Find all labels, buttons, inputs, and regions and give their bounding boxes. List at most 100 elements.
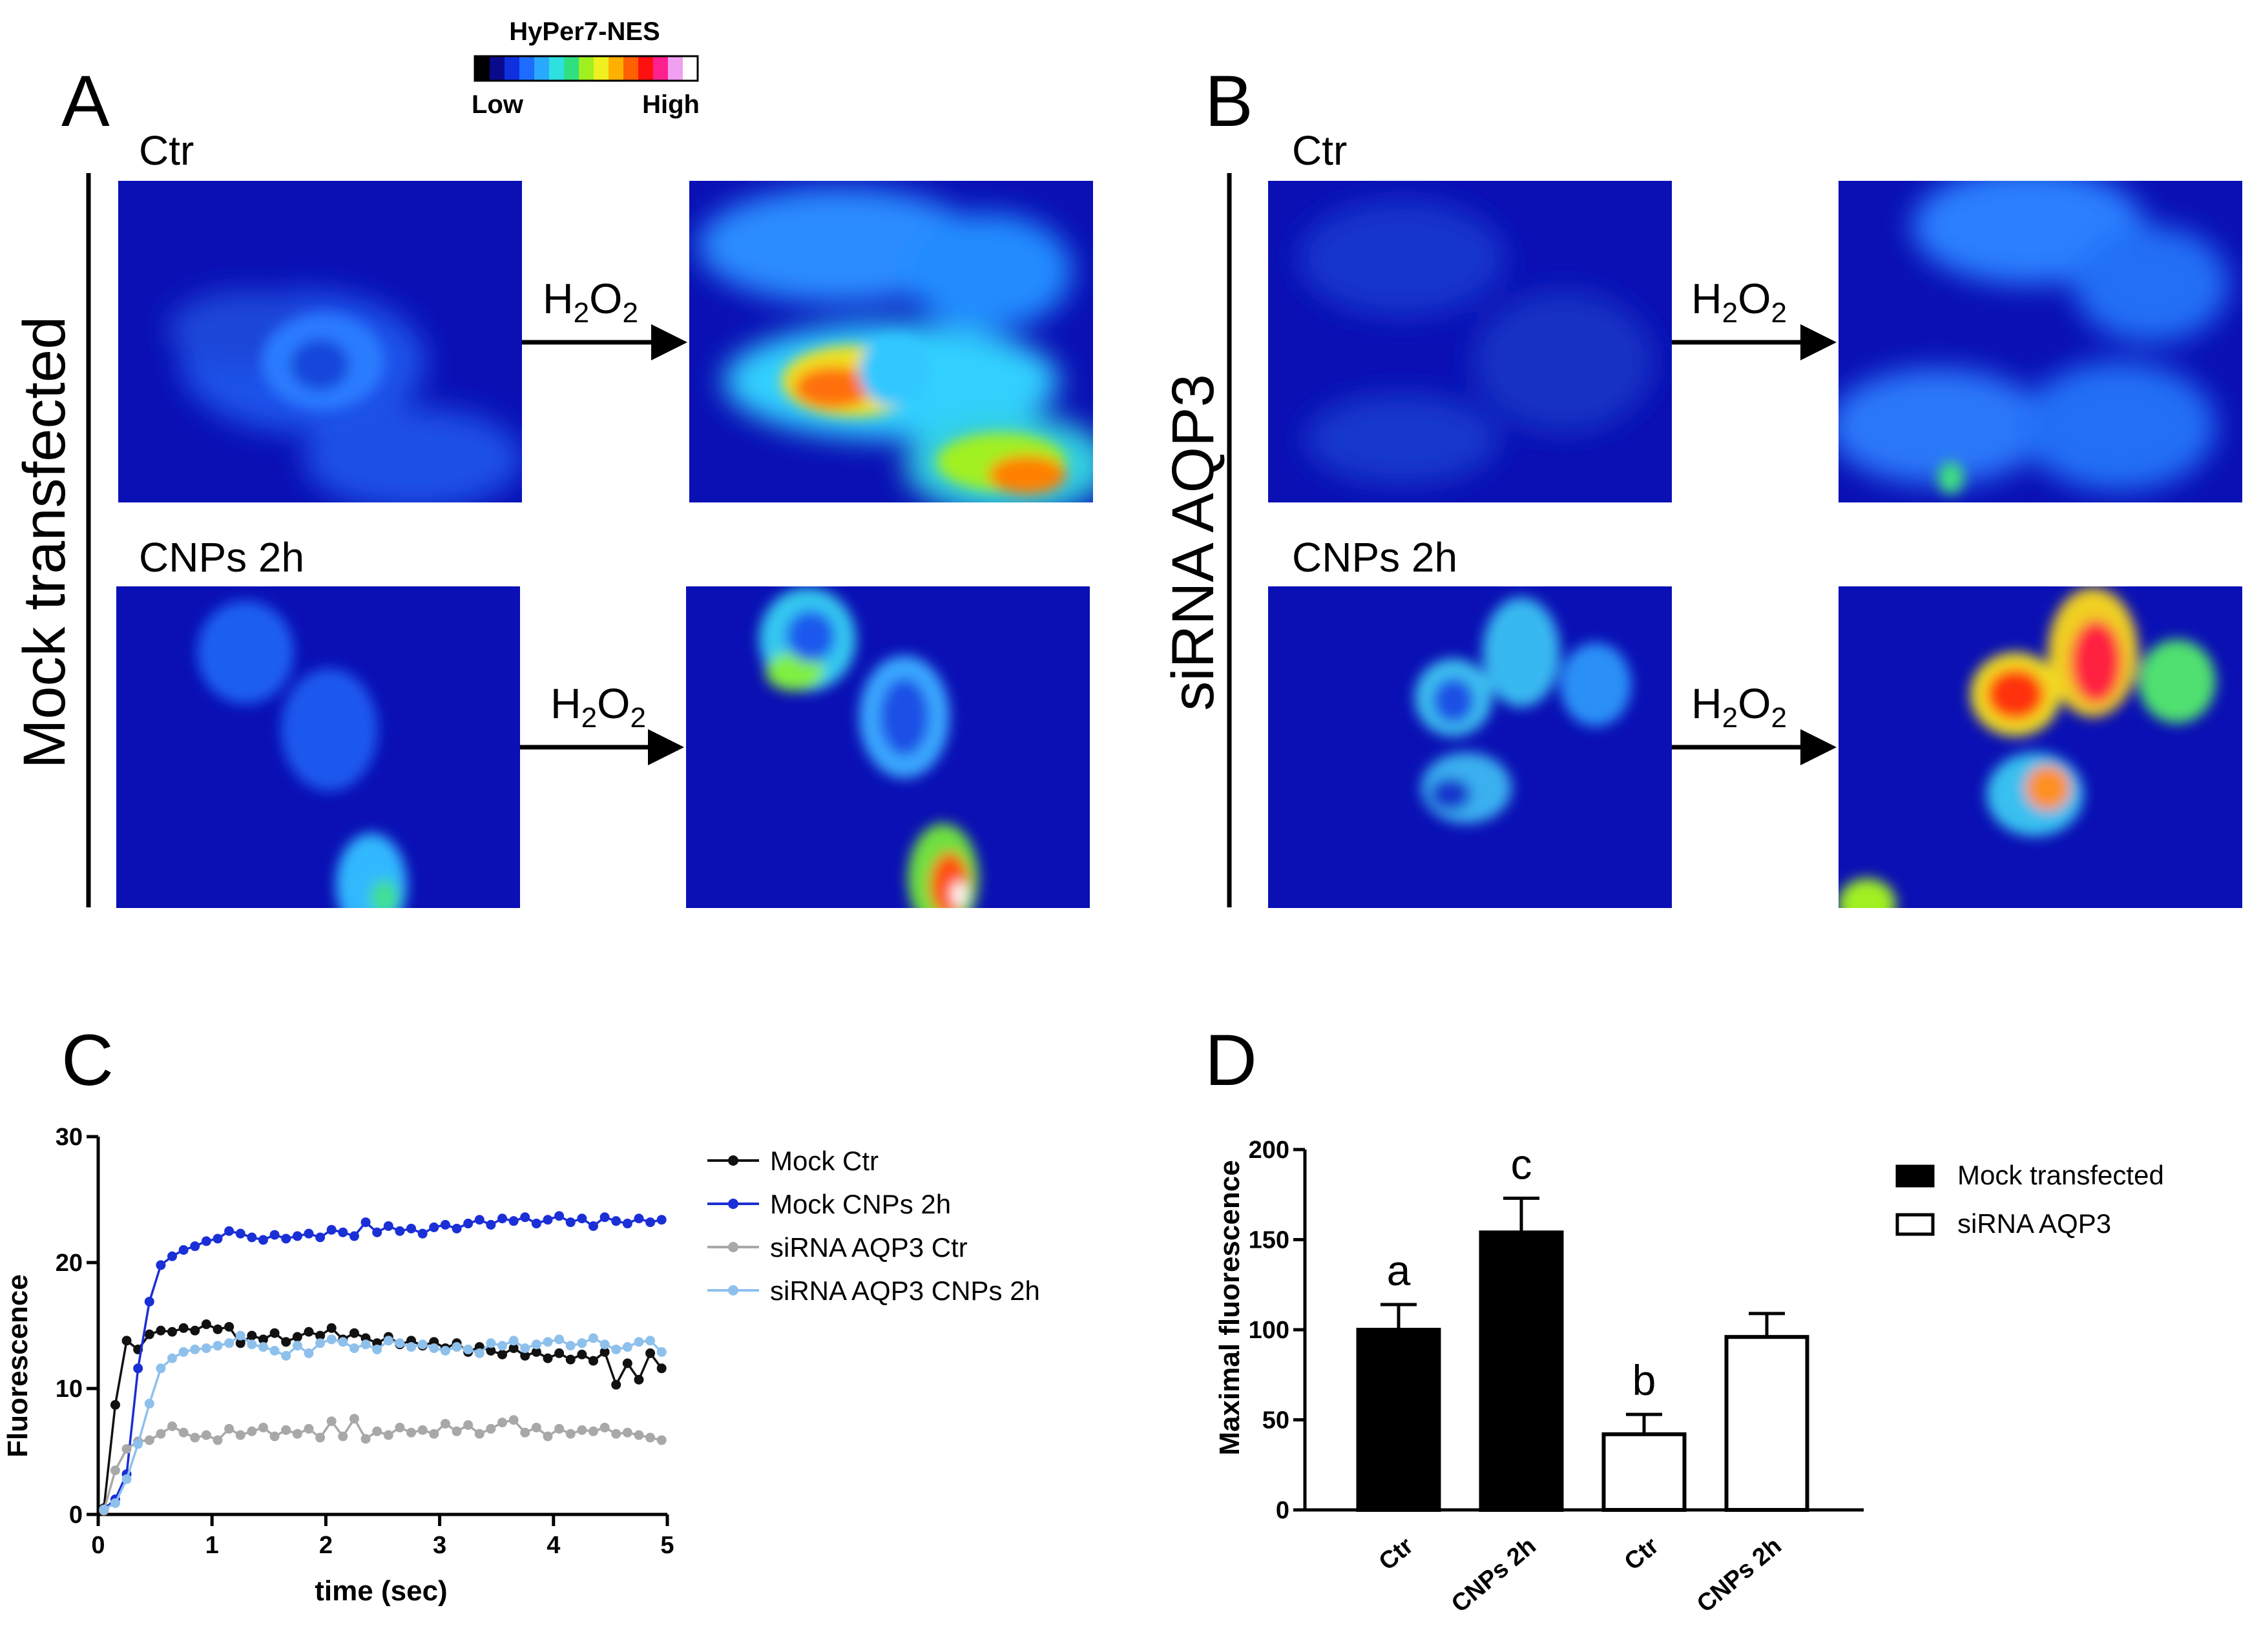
bar-group-1: a Ctr [1356, 1246, 1441, 1576]
data-point [178, 1427, 189, 1438]
data-point [508, 1343, 519, 1354]
data-point [497, 1418, 508, 1428]
bar-chart-legend: Mock transfected siRNA AQP3 [1895, 1160, 2164, 1239]
data-point [372, 1227, 382, 1237]
data-point [406, 1427, 417, 1438]
data-point [258, 1422, 268, 1432]
data-point [440, 1346, 450, 1356]
data-point [269, 1431, 280, 1441]
data-point [224, 1423, 234, 1434]
legend-swatch [1895, 1164, 1935, 1188]
data-point [577, 1338, 587, 1348]
data-point [429, 1222, 439, 1232]
image-b-cnps-after [1839, 586, 2242, 908]
line-series-4 [99, 1330, 667, 1514]
data-point [508, 1336, 519, 1346]
line-chart-x-tick-label: 4 [547, 1532, 560, 1559]
data-point [156, 1260, 166, 1270]
data-point [338, 1337, 348, 1347]
data-point [304, 1327, 314, 1337]
colorbar-swatch [505, 56, 520, 81]
data-point [133, 1363, 143, 1374]
bar-chart-y-tick-label: 0 [1276, 1497, 1289, 1524]
data-point [201, 1319, 211, 1330]
data-point [531, 1422, 541, 1432]
data-point [645, 1217, 656, 1228]
colorbar-swatch [519, 56, 535, 81]
data-point [611, 1379, 621, 1390]
data-point [486, 1423, 496, 1434]
data-point [247, 1232, 257, 1243]
data-point [258, 1334, 268, 1345]
data-point [611, 1345, 621, 1355]
data-point [349, 1414, 359, 1424]
data-point [497, 1213, 508, 1224]
data-point [554, 1348, 565, 1358]
data-point [156, 1325, 166, 1336]
line-chart-x-axis-title: time (sec) [315, 1575, 447, 1607]
data-point [383, 1336, 393, 1346]
data-point [304, 1348, 314, 1358]
image-b-cnps-before [1268, 586, 1672, 908]
data-point [497, 1349, 508, 1359]
data-point [395, 1422, 405, 1432]
data-point [292, 1341, 302, 1351]
data-point [281, 1350, 291, 1361]
data-point [520, 1427, 530, 1438]
line-series-3 [99, 1414, 667, 1516]
bar-chart-y-tick-label: 200 [1249, 1137, 1289, 1164]
arrow-a-ctr: H2O2 [522, 274, 687, 360]
data-point [588, 1333, 598, 1343]
data-point [497, 1341, 508, 1351]
data-point [235, 1228, 245, 1239]
legend-marker [728, 1285, 738, 1296]
data-point [452, 1342, 462, 1352]
bar-chart-y-axis-title: Maximal fluorescence [1214, 1160, 1245, 1455]
data-point [565, 1354, 576, 1365]
data-point [383, 1221, 393, 1231]
data-point [486, 1338, 496, 1348]
data-point [452, 1426, 462, 1436]
data-point [326, 1224, 337, 1235]
bar [1601, 1432, 1687, 1513]
image-b-ctr-after [1839, 181, 2242, 502]
treatment-label-b-cnps: H2O2 [1691, 679, 1787, 734]
colorbar-swatch [534, 56, 550, 81]
colorbar-low-label: Low [472, 90, 524, 119]
data-point [315, 1330, 326, 1341]
significance-letter: c [1511, 1140, 1532, 1188]
data-point [281, 1425, 291, 1435]
bar-chart-y-tick-label: 50 [1262, 1407, 1289, 1434]
data-point [349, 1343, 359, 1354]
line-chart-y-tick-label: 30 [56, 1124, 83, 1151]
colorbar-swatch [564, 56, 579, 81]
data-point [269, 1328, 280, 1338]
data-point [360, 1217, 371, 1228]
data-point [531, 1339, 541, 1350]
data-point [520, 1212, 530, 1223]
data-point [292, 1429, 302, 1439]
significance-letter: a [1387, 1246, 1411, 1294]
data-point [315, 1432, 326, 1443]
data-point [520, 1343, 530, 1354]
colorbar-swatch [594, 56, 609, 81]
line-chart-legend: Mock Ctr Mock CNPs 2h siRNA AQP3 Ctr siRNA … [707, 1146, 1040, 1306]
line-chart-y-tick-label: 10 [56, 1376, 83, 1403]
image-a-cnps-after [686, 586, 1090, 908]
treatment-label-a-cnps: H2O2 [550, 679, 646, 734]
data-point [508, 1415, 519, 1425]
line-chart-x-tick-label: 0 [91, 1532, 105, 1559]
data-point [178, 1245, 189, 1255]
legend-marker [728, 1199, 738, 1209]
data-point [315, 1232, 326, 1243]
data-point [349, 1231, 359, 1241]
data-point [406, 1342, 417, 1352]
data-point [588, 1426, 598, 1436]
data-point [656, 1363, 667, 1374]
legend-item: Mock Ctr [707, 1146, 879, 1176]
data-point [599, 1347, 610, 1357]
legend-label: siRNA AQP3 Ctr [770, 1232, 968, 1263]
line-chart-x-tick-label: 2 [319, 1532, 333, 1559]
image-a-cnps-before [116, 586, 520, 908]
panel-a-row-cnps-label: CNPs 2h [139, 534, 304, 581]
